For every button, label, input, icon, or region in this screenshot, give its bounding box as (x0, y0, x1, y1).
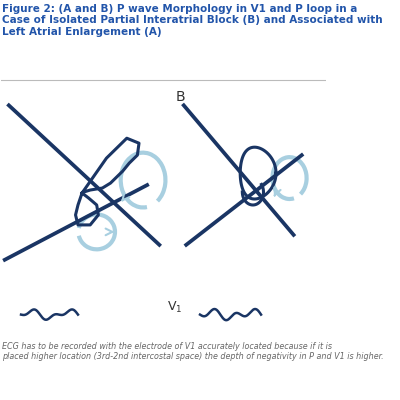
Text: V$_1$: V$_1$ (168, 300, 183, 315)
Text: Figure 2: (A and B) P wave Morphology in V1 and P loop in a
Case of Isolated Par: Figure 2: (A and B) P wave Morphology in… (2, 4, 383, 37)
Text: ECG has to be recorded with the electrode of V1 accurately located because if it: ECG has to be recorded with the electrod… (2, 342, 384, 361)
Text: B: B (176, 90, 185, 104)
